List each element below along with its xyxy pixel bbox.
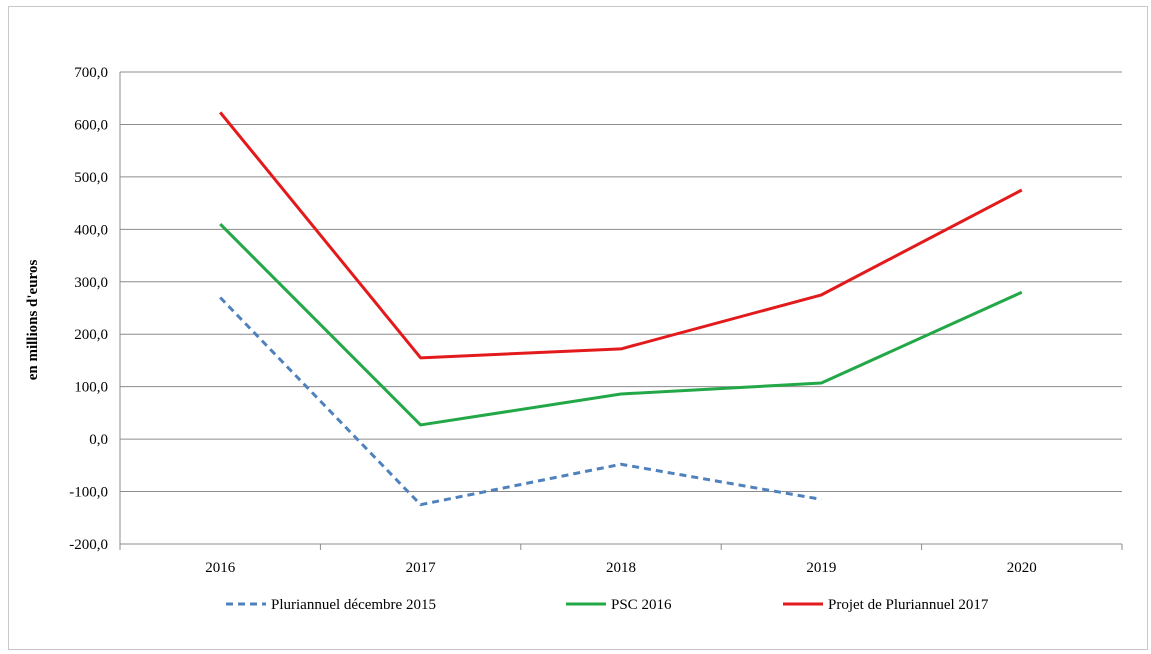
legend: Pluriannuel décembre 2015 PSC 2016 Projet … <box>226 597 989 613</box>
y-tick-label: 700,0 <box>74 65 108 81</box>
legend-label: Projet de Pluriannuel 2017 <box>828 597 989 613</box>
series-line <box>219 223 1023 427</box>
x-tick-label: 2019 <box>806 560 836 576</box>
series-line <box>219 296 822 507</box>
x-tick-label: 2020 <box>1007 560 1037 576</box>
y-axis-label: en millions d'euros <box>25 260 41 381</box>
x-tick-label: 2016 <box>205 560 236 576</box>
y-tick-label: -100,0 <box>69 485 108 501</box>
y-tick-label: 400,0 <box>74 222 108 238</box>
legend-label: Pluriannuel décembre 2015 <box>271 597 436 613</box>
y-tick-label: 200,0 <box>74 327 108 343</box>
y-tick-label: 500,0 <box>74 170 108 186</box>
x-tick-label: 2017 <box>406 560 437 576</box>
y-tick-label: 600,0 <box>74 117 108 133</box>
y-tick-label: -200,0 <box>69 537 108 553</box>
x-tick-label: 2018 <box>606 560 636 576</box>
y-tick-label: 0,0 <box>89 432 108 448</box>
series-lines <box>219 111 1023 507</box>
chart-frame <box>8 6 1148 650</box>
y-tick-label: 300,0 <box>74 275 108 291</box>
y-tick-labels: -200,0 -100,0 0,0 100,0 200,0 300,0 400,0 500,0… <box>69 65 108 553</box>
gridlines <box>119 71 1123 550</box>
legend-label: PSC 2016 <box>611 597 672 613</box>
series-line <box>219 111 1023 360</box>
x-tick-labels: 2016 2017 2018 2019 2020 <box>205 560 1037 576</box>
y-tick-label: 100,0 <box>74 380 108 396</box>
